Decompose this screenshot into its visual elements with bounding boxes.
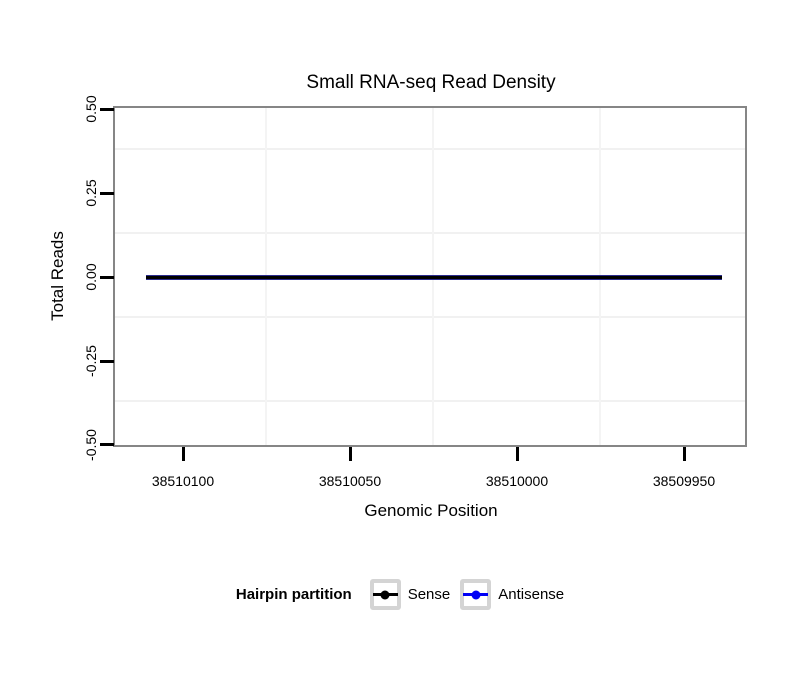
x-tick — [516, 447, 519, 461]
legend: Hairpin partition Sense Antisense — [0, 579, 810, 610]
minor-gridline-h — [115, 400, 745, 402]
minor-gridline-h — [115, 148, 745, 150]
plot-panel — [113, 106, 747, 447]
chart-title: Small RNA-seq Read Density — [306, 72, 556, 93]
x-tick — [182, 447, 185, 461]
legend-item-label: Sense — [407, 586, 451, 603]
y-tick-label: -0.25 — [83, 345, 99, 377]
sense-key-icon — [369, 579, 401, 610]
legend-item-antisense: Antisense — [460, 579, 564, 610]
legend-item-sense: Sense — [369, 579, 451, 610]
minor-gridline-h — [115, 316, 745, 318]
x-tick-label: 38510000 — [485, 473, 549, 489]
y-tick — [100, 360, 114, 363]
x-axis-title: Genomic Position — [364, 501, 498, 520]
read-density-line — [146, 275, 722, 280]
x-tick-label: 38510050 — [318, 473, 382, 489]
x-tick-label: 38510100 — [151, 473, 215, 489]
antisense-point-icon — [471, 590, 481, 599]
y-tick — [100, 443, 114, 446]
x-tick-label: 38509950 — [652, 473, 716, 489]
y-tick — [100, 108, 114, 111]
y-axis-title: Total Reads — [48, 231, 67, 321]
y-tick — [100, 276, 114, 279]
legend-item-label: Antisense — [498, 586, 565, 603]
minor-gridline-h — [115, 232, 745, 234]
antisense-key-icon — [460, 579, 492, 610]
y-tick-label: 0.25 — [83, 179, 99, 207]
read-density-line-core — [146, 276, 722, 279]
legend-title: Hairpin partition — [235, 586, 352, 603]
y-tick-label: 0.00 — [83, 263, 99, 291]
y-tick-label: -0.50 — [83, 429, 99, 461]
x-tick — [349, 447, 352, 461]
y-tick — [100, 192, 114, 195]
sense-point-icon — [380, 590, 390, 599]
x-tick — [683, 447, 686, 461]
y-tick-label: 0.50 — [83, 95, 99, 123]
